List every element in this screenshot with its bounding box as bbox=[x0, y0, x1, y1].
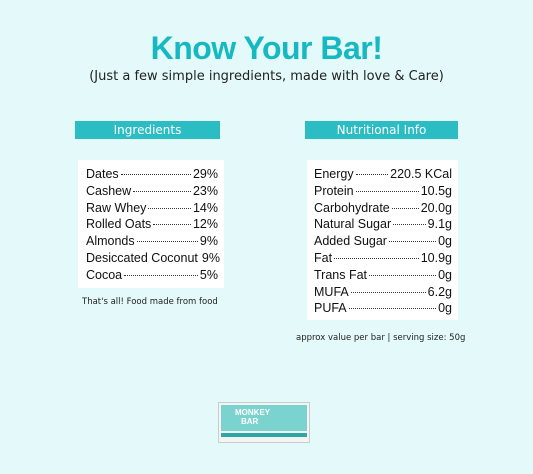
leader bbox=[334, 257, 419, 259]
row-label: Almonds bbox=[86, 234, 135, 249]
product-name: BAR bbox=[241, 417, 259, 426]
product-stripe bbox=[221, 433, 307, 437]
row: MUFA 6.2g bbox=[314, 285, 452, 302]
ingredients-card: Dates 29% Cashew 23% Raw Whey 14% Rolled Oats 1… bbox=[78, 160, 224, 288]
leader bbox=[136, 241, 198, 243]
product-brand: MONKEY bbox=[235, 408, 271, 417]
leader bbox=[369, 274, 437, 276]
row-label: Natural Sugar bbox=[314, 217, 392, 232]
row-label: MUFA bbox=[314, 284, 349, 299]
row: Raw Whey 14% bbox=[86, 201, 218, 218]
row-label: Cocoa bbox=[86, 267, 123, 282]
row-value: 10.9g bbox=[420, 250, 452, 265]
row-value: 0g bbox=[438, 301, 452, 316]
row-label: Added Sugar bbox=[314, 234, 387, 249]
row: Protein 10.5g bbox=[314, 184, 452, 201]
row: Natural Sugar 9.1g bbox=[314, 217, 452, 234]
leader bbox=[348, 308, 437, 310]
row: PUFA 0g bbox=[314, 301, 452, 318]
leader bbox=[355, 190, 419, 192]
row: Fat 10.9g bbox=[314, 251, 452, 268]
row-label: Protein bbox=[314, 183, 354, 198]
ingredients-heading: Ingredients bbox=[75, 121, 220, 139]
row-value: 0g bbox=[438, 234, 452, 249]
leader bbox=[350, 291, 426, 293]
row: Energy 220.5 KCal bbox=[314, 167, 452, 184]
row-label: Raw Whey bbox=[86, 200, 147, 215]
row: Rolled Oats 12% bbox=[86, 217, 218, 234]
subtitle: (Just a few simple ingredients, made wit… bbox=[89, 69, 444, 84]
leader bbox=[133, 190, 191, 192]
row-value: 0g bbox=[438, 267, 452, 282]
row-value: 9% bbox=[201, 250, 220, 265]
title: Know Your Bar! bbox=[150, 30, 383, 66]
ingredients-note: That's all! Food made from food bbox=[82, 297, 218, 307]
row-value: 14% bbox=[192, 200, 218, 215]
row: Almonds 9% bbox=[86, 234, 218, 251]
nutrition-heading: Nutritional Info bbox=[305, 121, 458, 139]
row-label: Trans Fat bbox=[314, 267, 368, 282]
row: Trans Fat 0g bbox=[314, 268, 452, 285]
row-label: Rolled Oats bbox=[86, 217, 152, 232]
row-label: Energy bbox=[314, 167, 354, 181]
row-value: 23% bbox=[192, 183, 218, 198]
row-label: Desiccated Coconut bbox=[86, 250, 198, 265]
row-value: 220.5 KCal bbox=[390, 167, 452, 181]
row-label: Cashew bbox=[86, 183, 132, 198]
row-value: 5% bbox=[199, 267, 218, 282]
row: Added Sugar 0g bbox=[314, 234, 452, 251]
nutrition-card: Energy 220.5 KCal Protein 10.5g Carbohydrate… bbox=[307, 160, 458, 320]
row-value: 9.1g bbox=[427, 217, 452, 232]
leader bbox=[148, 207, 191, 209]
product-label bbox=[221, 405, 307, 431]
row-label: Fat bbox=[314, 250, 333, 265]
row-label: PUFA bbox=[314, 301, 347, 316]
product-image: MONKEY BAR bbox=[218, 402, 310, 443]
leader bbox=[391, 207, 419, 209]
leader bbox=[393, 224, 426, 226]
leader bbox=[355, 174, 389, 175]
row-value: 9% bbox=[199, 234, 218, 249]
row: Cocoa 5% bbox=[86, 268, 218, 285]
leader bbox=[388, 241, 437, 243]
nutrition-note: approx value per bar | serving size: 50g bbox=[296, 333, 466, 343]
row-value: 12% bbox=[192, 217, 218, 232]
row-label: Carbohydrate bbox=[314, 200, 390, 215]
row-value: 20.0g bbox=[420, 200, 452, 215]
leader bbox=[153, 224, 191, 226]
row-value: 29% bbox=[192, 167, 218, 181]
row-label: Dates bbox=[86, 167, 119, 181]
row-value: 6.2g bbox=[427, 284, 452, 299]
row: Cashew 23% bbox=[86, 184, 218, 201]
leader bbox=[120, 174, 191, 175]
row: Desiccated Coconut 9% bbox=[86, 250, 220, 268]
row: Dates 29% bbox=[86, 167, 218, 184]
leader bbox=[124, 274, 198, 276]
row-value: 10.5g bbox=[420, 183, 452, 198]
row: Carbohydrate 20.0g bbox=[314, 201, 452, 218]
